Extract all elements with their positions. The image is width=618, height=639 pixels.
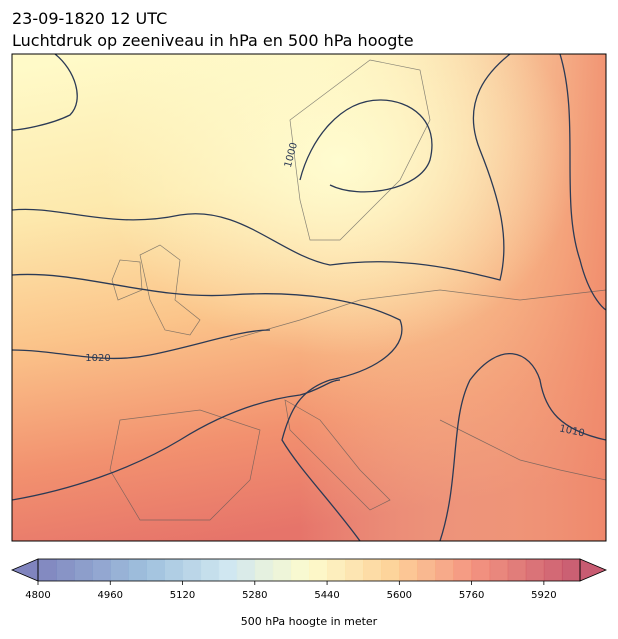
- colorbar-extend-low: [10, 558, 39, 582]
- colorbar-segment: [453, 559, 473, 581]
- colorbar-segment: [543, 559, 563, 581]
- colorbar-segment: [74, 559, 93, 581]
- colorbar-label: 500 hPa hoogte in meter: [241, 615, 378, 628]
- colorbar-tick-label: 4960: [98, 590, 123, 601]
- colorbar: 4800 4960 5120 5280 5440 5600 5760 5920: [10, 558, 608, 601]
- colorbar-segment: [272, 559, 292, 581]
- colorbar-segment: [146, 559, 165, 581]
- colorbar-segment: [507, 559, 527, 581]
- colorbar-segment: [381, 559, 400, 581]
- colorbar-segment: [327, 559, 346, 581]
- colorbar-segment: [182, 559, 202, 581]
- isobar-label: 1020: [85, 353, 110, 364]
- colorbar-segment: [399, 559, 418, 581]
- colorbar-segment: [236, 559, 256, 581]
- colorbar-segment: [254, 559, 274, 581]
- colorbar-segment: [218, 559, 238, 581]
- colorbar-segment: [164, 559, 184, 581]
- colorbar-tick-label: 5920: [531, 590, 556, 601]
- colorbar-segment: [435, 559, 455, 581]
- map-frame: [11, 53, 607, 542]
- colorbar-segment: [345, 559, 364, 581]
- colorbar-frame: [37, 558, 581, 582]
- colorbar-tick-label: 4800: [25, 590, 50, 601]
- colorbar-segment: [110, 559, 129, 581]
- colorbar-segment: [290, 559, 310, 581]
- colorbar-segment: [363, 559, 382, 581]
- colorbar-tick-label: 5440: [314, 590, 339, 601]
- colorbar-segment: [200, 559, 220, 581]
- colorbar-segment: [56, 559, 75, 581]
- colorbar-tick-label: 5760: [459, 590, 484, 601]
- colorbar-tick-label: 5120: [170, 590, 195, 601]
- colorbar-tick-label: 5600: [387, 590, 412, 601]
- colorbar-segment: [489, 559, 509, 581]
- colorbar-tick-label: 5280: [242, 590, 267, 601]
- date: 23-09-1820 12 UTC: [12, 9, 167, 28]
- title: Luchtdruk op zeeniveau in hPa en 500 hPa…: [12, 31, 414, 50]
- colorbar-segment: [561, 559, 581, 581]
- colorbar-segment: [128, 559, 147, 581]
- colorbar-segment: [92, 559, 111, 581]
- colorbar-segment: [38, 559, 57, 581]
- map: 1020 1010 1000: [12, 54, 606, 541]
- colorbar-segment: [309, 559, 328, 581]
- colorbar-segment: [471, 559, 491, 581]
- colorbar-segment: [417, 559, 436, 581]
- colorbar-extend-high: [579, 558, 608, 582]
- isobar-label: 1010: [558, 423, 585, 439]
- colorbar-segment: [525, 559, 545, 581]
